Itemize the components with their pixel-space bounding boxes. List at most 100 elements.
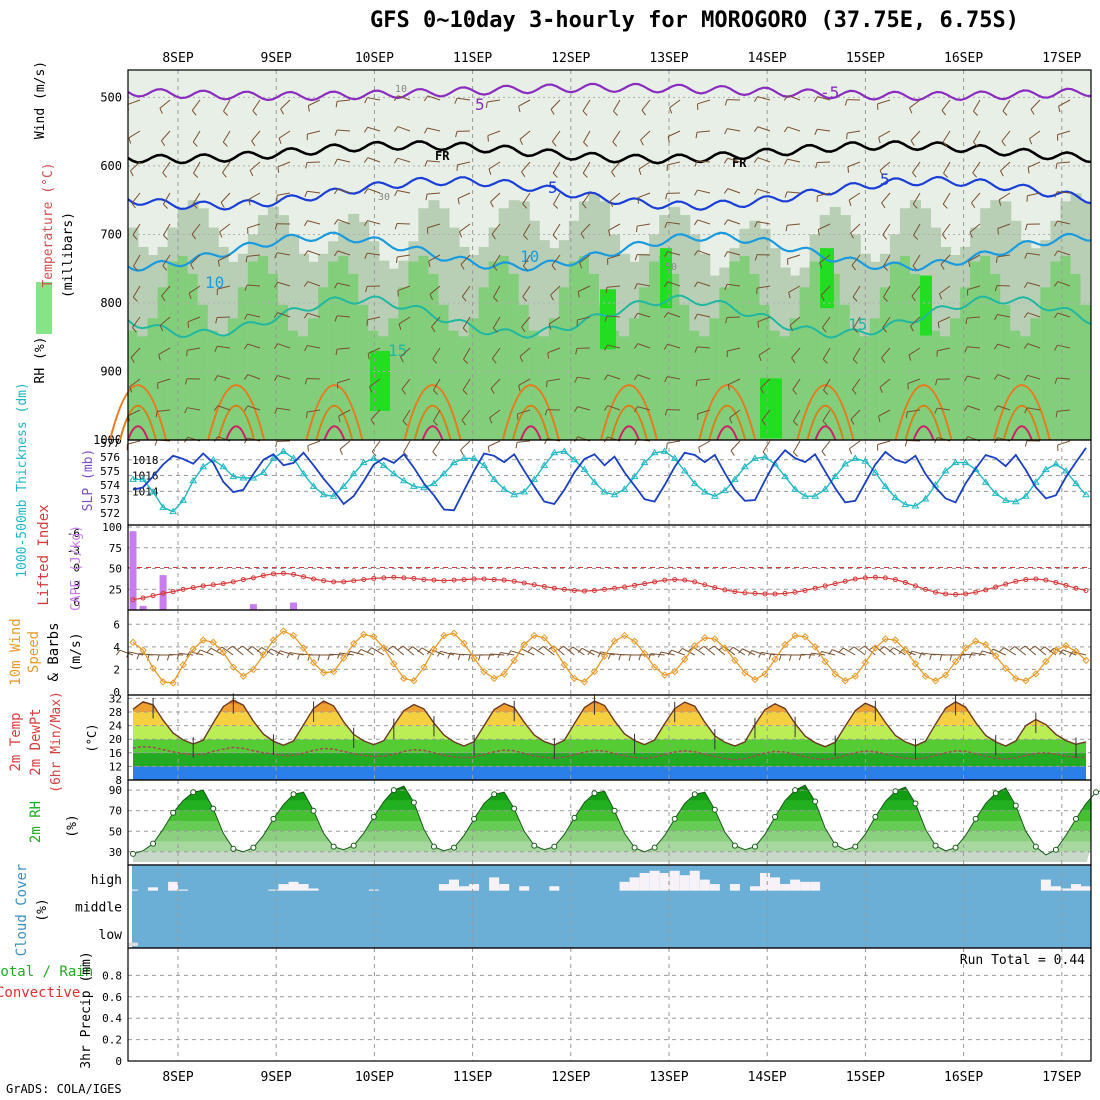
upper-wind-barb <box>307 220 321 225</box>
upper-wind-barb <box>821 440 831 452</box>
lifted-index-point <box>581 588 587 594</box>
upper-wind-barb <box>791 347 801 359</box>
thickness-point <box>129 475 137 482</box>
upper-wind-barb <box>579 254 591 264</box>
surface-wind-barb-flag <box>457 654 461 661</box>
temp-contour-25 <box>708 405 747 441</box>
wind-speed-point <box>992 652 1000 660</box>
rh-point <box>671 815 678 822</box>
upper-wind-barb <box>162 161 171 174</box>
upper-wind-barb <box>521 161 531 173</box>
rh-tick-label: 50 <box>109 825 122 838</box>
lifted-index-point <box>321 578 327 584</box>
upper-wind-barb <box>307 250 321 256</box>
wind-speed-point <box>1072 647 1080 656</box>
upper-wind-barb-flag <box>694 160 698 167</box>
upper-wind-barb <box>637 374 651 380</box>
precip-tick-label: 0.8 <box>102 969 122 982</box>
rh-band-mid <box>1050 261 1062 440</box>
thickness-point <box>901 500 910 508</box>
upper-wind-barb <box>1057 281 1071 287</box>
upper-wind-barb-flag <box>963 405 969 412</box>
thickness-point <box>620 485 629 492</box>
surface-wind-barb-flag <box>247 646 253 651</box>
upper-wind-barb-flag <box>393 95 399 101</box>
surface-wind-barb-flag <box>266 648 272 654</box>
wind-speed-point <box>981 640 990 649</box>
upper-wind-barb <box>879 378 891 388</box>
upper-wind-barb <box>940 254 951 265</box>
upper-wind-barb-flag <box>698 447 701 454</box>
cloud-gap-high <box>148 887 159 891</box>
li-tick-label: -6 <box>67 527 80 540</box>
wind-speed-point <box>440 631 448 640</box>
thickness-point <box>1082 490 1090 498</box>
thickness-point <box>690 479 699 487</box>
surface-wind-barb-flag <box>597 651 602 658</box>
upper-wind-barb <box>427 95 441 101</box>
upper-wind-barb-flag <box>633 374 639 380</box>
rh-band-mid <box>338 255 350 440</box>
lifted-index-point <box>200 583 206 589</box>
rh-band-mid <box>197 304 209 440</box>
upper-wind-barb-flag <box>429 294 433 300</box>
surface-wind-barb-flag <box>698 645 705 651</box>
upper-wind-barb-flag <box>364 252 368 259</box>
upper-wind-barb <box>727 283 741 287</box>
upper-wind-barb-flag <box>972 172 977 178</box>
upper-wind-barb-flag <box>519 139 523 145</box>
precip-frame <box>127 947 1092 1062</box>
upper-wind-barb-flag <box>761 419 767 426</box>
surface-wind-barb-flag <box>227 645 233 651</box>
upper-wind-barb-flag <box>546 381 548 388</box>
rh-band <box>133 785 1091 791</box>
upper-wind-barb-flag <box>304 345 308 352</box>
upper-wind-barb <box>193 161 201 174</box>
thickness-tick-label: 576 <box>100 451 120 464</box>
rh-band-mid <box>348 273 360 440</box>
upper-wind-barb <box>762 440 771 453</box>
rh-point <box>370 813 377 820</box>
upper-wind-barb-flag <box>693 219 699 226</box>
upper-wind-barb <box>943 161 951 174</box>
wind-speed-point <box>620 631 629 640</box>
upper-wind-barb-flag <box>905 411 908 418</box>
upper-wind-barb-flag <box>995 256 998 263</box>
lifted-index-point <box>190 585 196 591</box>
slp-frame <box>127 439 1092 526</box>
thickness-point <box>369 454 378 461</box>
upper-wind-barb <box>1027 161 1041 168</box>
lifted-index-point <box>712 585 718 591</box>
thickness-tick-label: 573 <box>100 493 120 506</box>
upper-wind-barb <box>161 130 171 142</box>
upper-wind-barb <box>853 316 861 329</box>
upper-wind-barb-flag <box>666 443 668 450</box>
rh-point <box>952 844 959 851</box>
wind-speed-point <box>199 636 207 644</box>
slp-tick-label: 1018 <box>132 454 159 467</box>
upper-wind-barb <box>637 192 651 199</box>
wind-speed-point <box>269 636 278 644</box>
upper-wind-barb-flag <box>663 343 668 350</box>
upper-wind-barb <box>727 347 741 352</box>
upper-wind-barb-flag <box>338 416 341 423</box>
thickness-point <box>299 469 308 477</box>
wind-frame <box>127 609 1092 696</box>
cloud-gap-high <box>469 884 480 891</box>
temp-contour-30 <box>127 425 149 441</box>
li-tick-label: 0 <box>73 562 80 575</box>
surface-wind-barb <box>179 652 194 656</box>
upper-wind-barb <box>337 158 351 163</box>
thickness-point <box>420 483 428 491</box>
surface-wind-barb <box>1014 646 1027 656</box>
surface-wind-barb <box>911 650 926 656</box>
upper-wind-barb <box>460 440 471 451</box>
surface-wind-barb-flag <box>657 651 662 658</box>
pressure-tick-label: 800 <box>100 296 122 310</box>
thickness-point <box>399 476 408 484</box>
wind-speed-point <box>670 667 679 676</box>
upper-wind-barb-flag <box>1053 312 1059 319</box>
thickness-point <box>379 461 388 468</box>
rh-point <box>230 845 237 852</box>
surface-wind-barb <box>581 647 595 656</box>
